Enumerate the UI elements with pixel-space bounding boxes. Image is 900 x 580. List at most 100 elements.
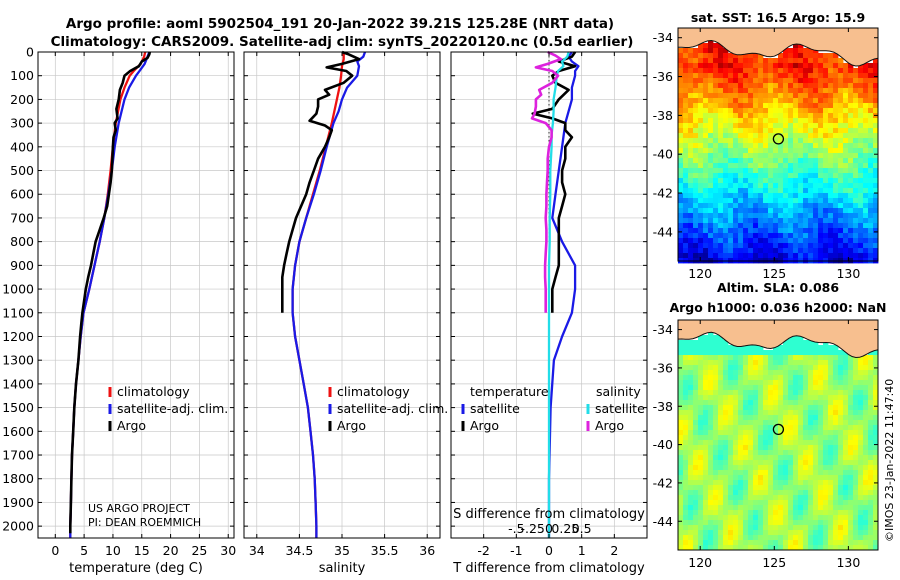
legend-temperature-title: temperature — [470, 384, 549, 399]
s-tick-label: -.5 — [508, 521, 524, 536]
t-difference-label: T difference from climatology — [452, 561, 645, 576]
x-tick-label: 35 — [334, 543, 350, 558]
x-tick-label: 34.5 — [285, 543, 313, 558]
s-tick-label: 0 — [545, 521, 553, 536]
title-line-1: Argo profile: aoml 5902504_191 20-Jan-20… — [66, 16, 614, 32]
lat-tick-label: -38 — [653, 399, 673, 414]
sst-map: sat. SST: 16.5 Argo: 15.9 -34 -36 -38 -40 -4… — [653, 10, 879, 281]
series-d-t-argo — [531, 51, 577, 313]
x-tick-label: 20 — [163, 543, 179, 558]
depth-tick-label: 0 — [26, 45, 34, 60]
legend-salinity-title: salinity — [596, 384, 641, 399]
credit-project: US ARGO PROJECT — [88, 502, 190, 515]
series-d-s-argo — [530, 50, 563, 313]
legend-label: satellite — [595, 401, 645, 416]
depth-tick-label: 200 — [10, 92, 34, 107]
x-tick-label: 30 — [220, 543, 236, 558]
temperature-xlabel: temperature (deg C) — [69, 561, 203, 576]
lat-tick-label: -34 — [653, 322, 673, 337]
depth-tick-label: 500 — [10, 163, 34, 178]
sla-coastline — [677, 331, 879, 359]
legend-label: satellite — [470, 401, 520, 416]
sst-profile-marker — [772, 133, 785, 145]
x-tick-label: -2 — [477, 543, 489, 558]
series-t-climatology — [69, 51, 147, 538]
series-t-satellite-adj-clim- — [69, 51, 151, 538]
x-tick-label: -1 — [510, 543, 522, 558]
depth-tick-label: 700 — [10, 210, 34, 225]
lon-tick-label: 125 — [762, 555, 786, 570]
x-tick-label: 15 — [134, 543, 150, 558]
sla-map: Altim. SLA: 0.086 Argo h1000: 0.036 h200… — [653, 280, 887, 570]
legend-label: satellite-adj. clim. — [337, 401, 448, 416]
lat-tick-label: -42 — [653, 475, 673, 490]
lon-tick-label: 130 — [836, 266, 860, 281]
s-difference-label: S difference from climatology — [453, 507, 645, 522]
depth-tick-label: 1200 — [2, 329, 34, 344]
lon-tick-label: 130 — [836, 555, 860, 570]
x-tick-label: 0 — [545, 543, 553, 558]
lat-tick-label: -40 — [653, 437, 673, 452]
lat-tick-label: -44 — [653, 514, 673, 529]
x-tick-label: 5 — [80, 543, 88, 558]
imos-credit: ©IMOS 23-Jan-2022 11:47:40 — [883, 379, 896, 542]
depth-tick-label: 1600 — [2, 424, 34, 439]
lon-tick-label: 120 — [688, 555, 712, 570]
lat-tick-label: -42 — [653, 186, 673, 201]
series-s-argo — [280, 50, 361, 313]
sla-land — [678, 320, 878, 358]
temperature-panel: 0100200300400500600700800900100011001200… — [2, 45, 236, 577]
x-tick-label: 35.5 — [371, 543, 399, 558]
series-d-t-satellite — [547, 51, 580, 538]
legend-label: climatology — [117, 384, 190, 399]
x-tick-label: 34 — [249, 543, 265, 558]
x-tick-label: 1 — [578, 543, 586, 558]
sla-map-title-2: Argo h1000: 0.036 h2000: NaN — [669, 300, 886, 315]
series-t-argo — [69, 51, 152, 534]
series-d-s-satellite — [547, 51, 570, 538]
s-tick-label: -.25 — [520, 521, 544, 536]
legend-label: climatology — [337, 384, 410, 399]
sst-map-title: sat. SST: 16.5 Argo: 15.9 — [691, 10, 865, 25]
depth-tick-label: 1300 — [2, 353, 34, 368]
title-line-2: Climatology: CARS2009. Satellite-adj cli… — [51, 34, 634, 50]
depth-tick-label: 900 — [10, 258, 34, 273]
depth-tick-label: 1900 — [2, 495, 34, 510]
x-tick-label: 36 — [419, 543, 435, 558]
lat-tick-label: -44 — [653, 224, 673, 239]
lon-tick-label: 120 — [688, 266, 712, 281]
depth-tick-label: 2000 — [2, 519, 34, 534]
depth-tick-label: 1500 — [2, 400, 34, 415]
legend-label: satellite-adj. clim. — [117, 401, 228, 416]
lon-tick-label: 125 — [762, 266, 786, 281]
depth-tick-label: 400 — [10, 139, 34, 154]
legend-label: Argo — [470, 418, 499, 433]
depth-tick-label: 1400 — [2, 376, 34, 391]
lat-tick-label: -38 — [653, 108, 673, 123]
salinity-xlabel: salinity — [319, 561, 366, 576]
depth-tick-label: 600 — [10, 187, 34, 202]
legend-label: Argo — [117, 418, 146, 433]
depth-tick-label: 1700 — [2, 448, 34, 463]
credit-pi: PI: DEAN ROEMMICH — [88, 516, 201, 529]
lat-tick-label: -36 — [653, 69, 673, 84]
depth-tick-label: 1800 — [2, 471, 34, 486]
x-tick-label: 25 — [191, 543, 207, 558]
x-tick-label: 10 — [105, 543, 121, 558]
sla-map-title-1: Altim. SLA: 0.086 — [717, 280, 839, 295]
s-tick-label: 0.25 — [551, 521, 579, 536]
x-tick-label: 0 — [51, 543, 59, 558]
depth-tick-label: 100 — [10, 68, 34, 83]
series-s-satellite-adj-clim- — [291, 51, 367, 538]
depth-tick-label: 1100 — [2, 305, 34, 320]
depth-tick-label: 300 — [10, 116, 34, 131]
lat-tick-label: -34 — [653, 30, 673, 45]
lat-tick-label: -36 — [653, 360, 673, 375]
series-s-climatology — [291, 52, 345, 538]
difference-panel: -2 -1 0 1 2 -.5-.25 00.250.5 S difference fro… — [450, 50, 648, 576]
sst-land — [678, 28, 878, 66]
s-tick-label: 0.5 — [572, 521, 592, 536]
sla-profile-marker — [772, 423, 785, 436]
legend-label: Argo — [595, 418, 624, 433]
depth-tick-label: 1000 — [2, 282, 34, 297]
